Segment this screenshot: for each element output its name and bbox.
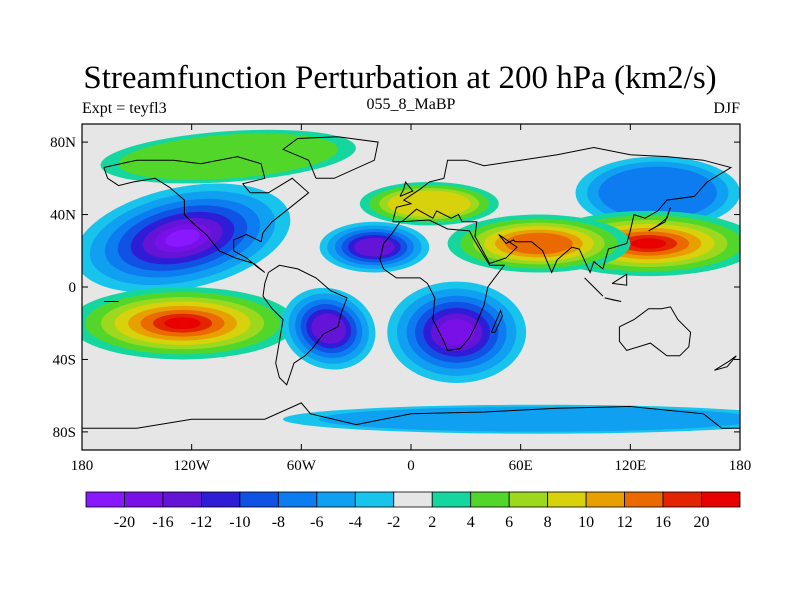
x-tick-label: 0 [407, 458, 415, 474]
coastline [490, 309, 503, 333]
coastline [584, 277, 604, 297]
colorbar-label: -10 [229, 514, 250, 531]
y-tick-label: 40S [53, 352, 76, 368]
y-tick-label: 80N [50, 135, 76, 151]
colorbar-box [624, 491, 664, 508]
colorbar-box [701, 491, 741, 508]
x-tick-label: 120W [173, 458, 211, 474]
coastline [392, 146, 733, 274]
chart-title: Streamfunction Perturbation at 200 hPa (… [83, 60, 717, 96]
colorbar-box [124, 491, 164, 508]
y-tick-label: 80S [53, 425, 76, 441]
coastline [618, 306, 692, 357]
colorbar-label: -20 [114, 514, 135, 531]
x-tick-label: 120E [614, 458, 646, 474]
colorbar-box [239, 491, 279, 508]
colorbar-box [662, 491, 702, 508]
x-tick-label: 60W [287, 458, 317, 474]
colorbar-box [547, 491, 587, 508]
colorbar-box [393, 491, 433, 508]
coastline [648, 207, 671, 232]
colorbar-box [162, 491, 202, 508]
contour-band [165, 229, 200, 247]
colorbar-label: 12 [617, 514, 633, 531]
colorbar-box [201, 491, 241, 508]
coastline [604, 297, 622, 302]
coastlines [82, 136, 740, 429]
colorbar-box [470, 491, 510, 508]
colorbar-box [277, 491, 318, 508]
contour-band [164, 317, 201, 330]
colorbar-box [354, 491, 395, 508]
coastline [262, 264, 348, 386]
colorbar-label: 6 [505, 514, 513, 531]
experiment-label: Expt = teyfl3 [82, 100, 167, 117]
case-label: 055_8_MaBP [366, 96, 456, 113]
season-label: DJF [713, 100, 740, 117]
colorbar-box [585, 491, 625, 508]
y-tick-label: 0 [69, 280, 77, 296]
colorbar: -20 -16 -12 -10 -8 -6 -4 -2 2 4 6 8 10 12 16 20 [85, 491, 741, 531]
colorbar-label: 20 [694, 514, 710, 531]
colorbar-box [508, 491, 549, 508]
colorbar-label: 16 [655, 514, 671, 531]
coastline [611, 273, 628, 286]
coastline [103, 156, 310, 273]
y-tick-label: 40N [50, 208, 76, 224]
contour-band [598, 166, 717, 219]
x-tick-label: 180 [729, 458, 752, 474]
coastline [82, 402, 740, 429]
coastline [379, 219, 506, 351]
x-tick-label: 60E [509, 458, 533, 474]
colorbar-label: -12 [191, 514, 212, 531]
colorbar-label: 2 [428, 514, 436, 531]
coastline [714, 355, 737, 371]
contour-band [505, 232, 573, 255]
colorbar-label: 4 [467, 514, 475, 531]
contour-band [631, 238, 667, 249]
colorbar-label: -16 [152, 514, 173, 531]
colorbar-label: -2 [387, 514, 400, 531]
colorbar-label: 8 [544, 514, 552, 531]
colorbar-label: 10 [578, 514, 594, 531]
colorbar-box [431, 491, 472, 508]
colorbar-box [316, 491, 356, 508]
contour-field [82, 129, 740, 434]
colorbar-label: -8 [272, 514, 285, 531]
contour-band [387, 190, 471, 217]
x-tick-label: 180 [71, 458, 94, 474]
contour-band [118, 133, 338, 180]
colorbar-label: -6 [310, 514, 323, 531]
colorbar-box [85, 491, 125, 508]
axes: 180 120W 60W 0 60E 120E 180 80N 40N 0 40S 80S [50, 124, 751, 474]
coastline [282, 136, 379, 179]
contour-band [354, 237, 395, 257]
coastline [399, 180, 414, 197]
colorbar-label: -4 [349, 514, 362, 531]
contour-band [438, 319, 475, 346]
contour-band [311, 313, 347, 344]
